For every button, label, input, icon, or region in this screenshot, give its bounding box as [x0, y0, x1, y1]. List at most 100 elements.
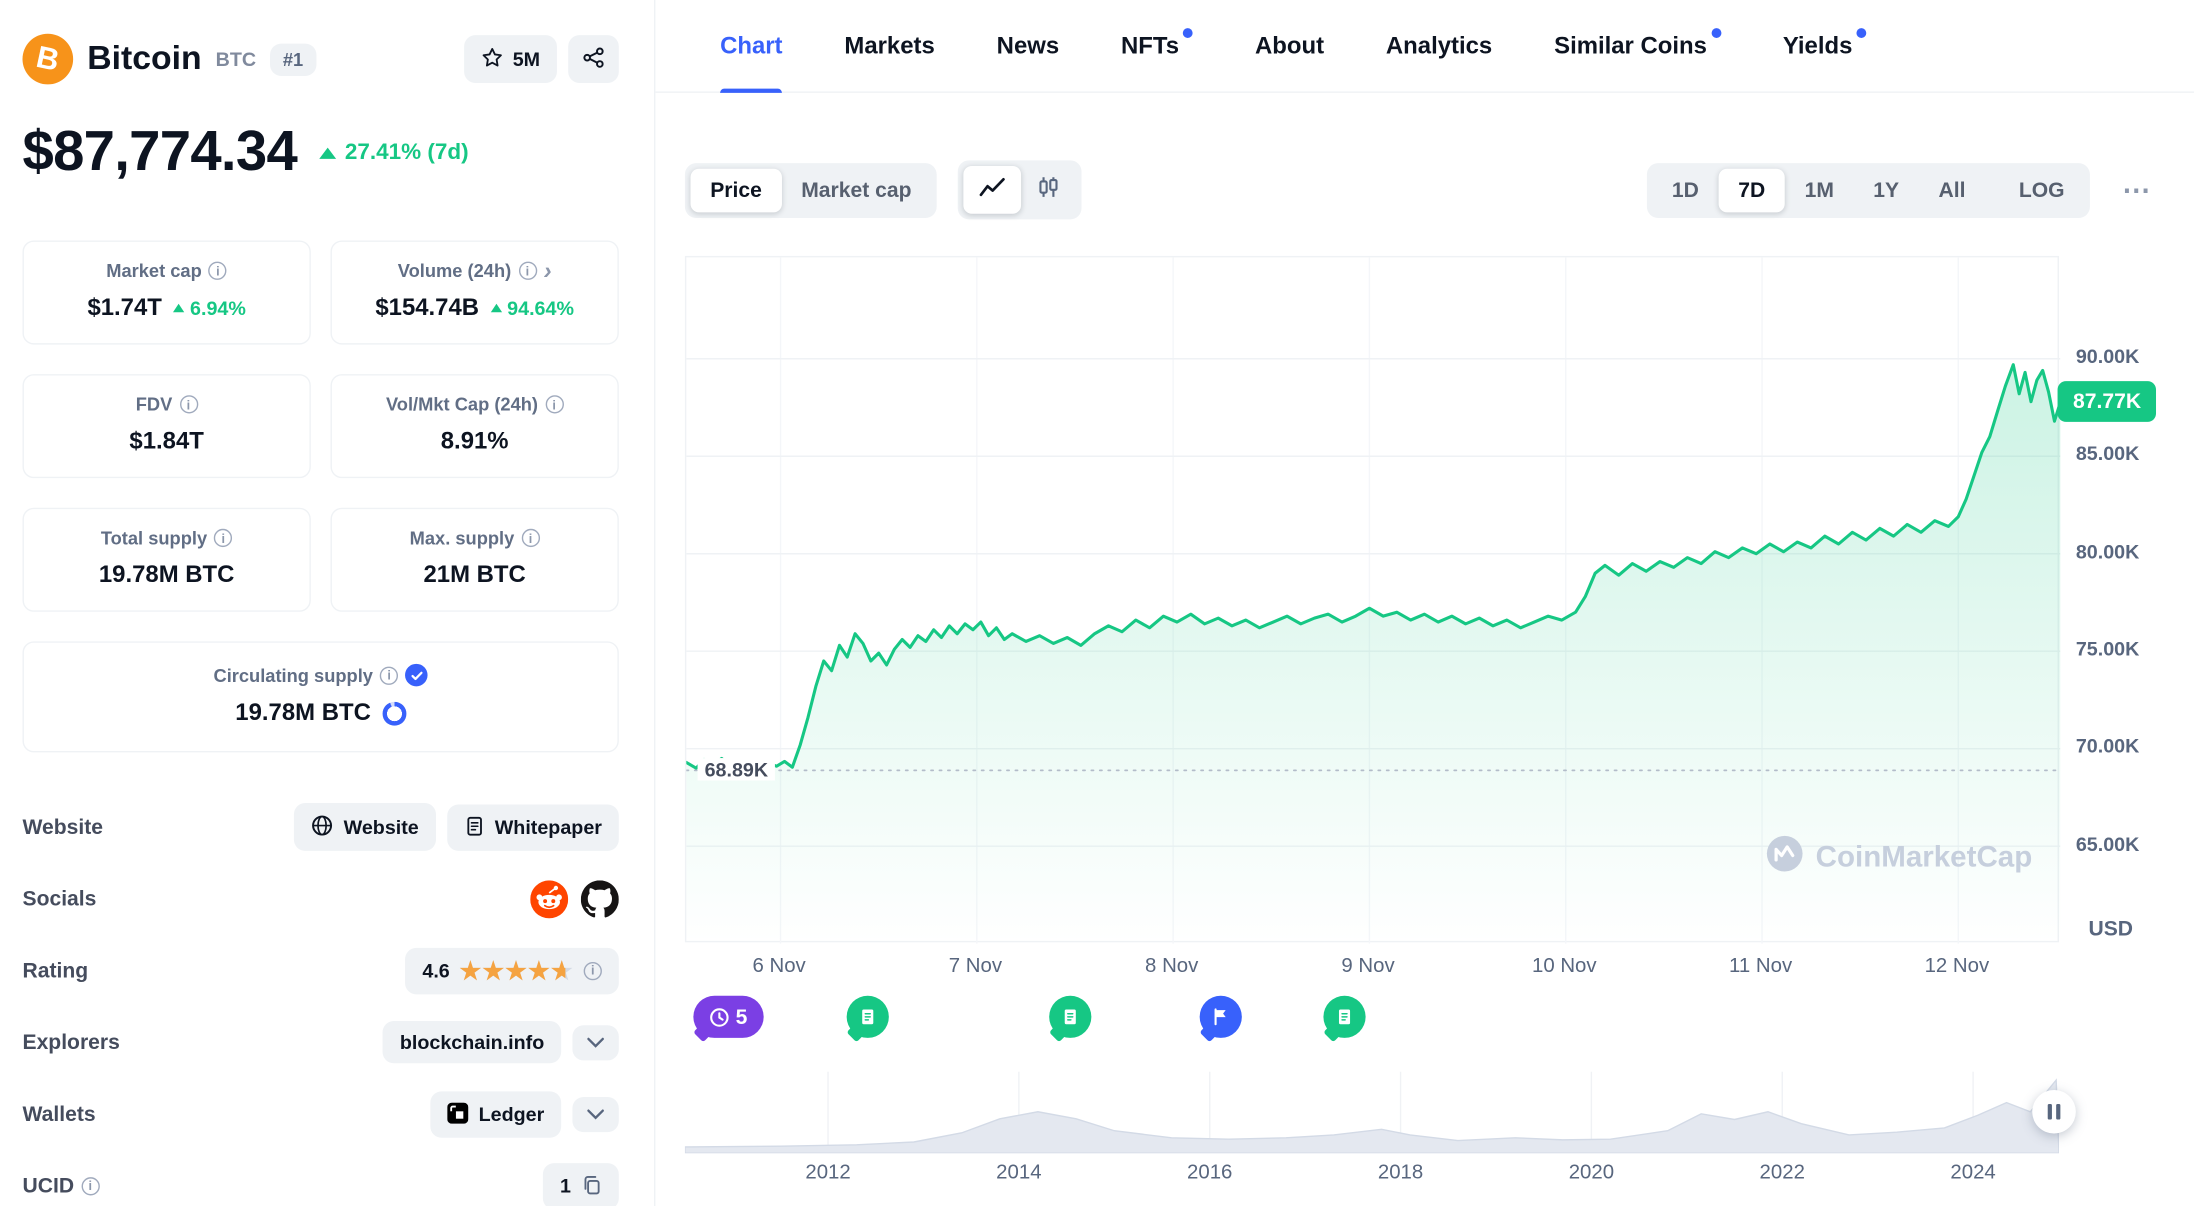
info-icon[interactable] — [214, 528, 233, 548]
watchlist-button[interactable]: 5M — [463, 35, 557, 83]
marketcap-toggle-button[interactable]: Market cap — [782, 168, 932, 212]
stat-card-fdv: FDV $1.84T — [22, 374, 311, 479]
wallet-ledger-button[interactable]: Ledger — [430, 1090, 562, 1138]
price-change: 27.41% (7d) — [319, 140, 469, 165]
coinmarketcap-watermark: CoinMarketCap — [1765, 834, 2032, 882]
coinmarketcap-logo-icon — [1765, 834, 1804, 882]
info-icon[interactable] — [583, 961, 602, 980]
explorers-dropdown-button[interactable] — [572, 1024, 619, 1060]
chevron-down-icon — [586, 1108, 604, 1121]
candlestick-toggle-button[interactable] — [1021, 166, 1076, 214]
log-scale-button[interactable]: LOG — [1999, 168, 2084, 212]
x-axis-label: 6 Nov — [752, 954, 806, 978]
coin-ticker: BTC — [215, 47, 257, 71]
rating-label: Rating — [22, 958, 89, 983]
y-axis-label: 75.00K — [2075, 637, 2140, 660]
range-all-button[interactable]: All — [1919, 168, 1985, 212]
line-chart-toggle-button[interactable] — [963, 165, 1022, 214]
coin-price: $87,774.34 — [22, 120, 298, 183]
price-line-chart — [686, 257, 2061, 944]
currency-label[interactable]: USD — [2088, 916, 2134, 941]
info-icon[interactable] — [380, 665, 399, 685]
year-axis-label: 2012 — [805, 1161, 851, 1185]
coin-info-rows: Website Website Whitepaper — [23, 800, 619, 1206]
share-button[interactable] — [568, 35, 619, 83]
event-marker-article[interactable] — [1048, 995, 1091, 1038]
bitcoin-logo-icon: B — [22, 33, 74, 85]
new-badge-dot — [1183, 28, 1194, 38]
reddit-icon[interactable] — [529, 879, 568, 918]
wallets-dropdown-button[interactable] — [572, 1096, 619, 1132]
verified-check-icon — [405, 663, 428, 687]
ucid-label: UCID — [23, 1174, 100, 1198]
history-minichart[interactable] — [684, 1071, 2076, 1154]
y-axis-label: 65.00K — [2075, 832, 2140, 855]
tab-chart[interactable]: Chart — [720, 0, 784, 93]
tab-about[interactable]: About — [1255, 0, 1324, 91]
price-row: $87,774.34 27.41% (7d) — [23, 121, 619, 184]
header-actions: 5M — [463, 35, 619, 83]
github-icon[interactable] — [579, 879, 619, 918]
supply-progress-ring — [382, 701, 407, 725]
ucid-copy-button[interactable]: 1 — [543, 1162, 619, 1206]
coin-header: B Bitcoin BTC #1 5M — [22, 33, 619, 85]
info-icon[interactable] — [545, 395, 564, 414]
range-1d-button[interactable]: 1D — [1652, 168, 1718, 212]
whitepaper-button[interactable]: Whitepaper — [446, 803, 619, 851]
stat-card-volume[interactable]: Volume (24h) $154.74B 94.64% — [330, 240, 619, 345]
star-rating-icon — [460, 958, 574, 982]
up-arrow-icon — [319, 146, 337, 159]
website-button[interactable]: Website — [294, 803, 436, 851]
current-price-badge: 87.77K — [2057, 381, 2157, 422]
event-marker-history[interactable]: 5 — [692, 995, 764, 1038]
info-icon[interactable] — [208, 261, 228, 280]
tab-similar-coins[interactable]: Similar Coins — [1554, 0, 1721, 91]
annotation-price-label: 68.89K — [697, 757, 776, 781]
tab-yields[interactable]: Yields — [1783, 0, 1867, 91]
watchlist-count: 5M — [512, 47, 541, 71]
explorer-link[interactable]: blockchain.info — [382, 1021, 562, 1064]
tab-nfts[interactable]: NFTs — [1121, 0, 1194, 91]
explorers-label: Explorers — [22, 1030, 120, 1055]
copy-icon — [581, 1174, 602, 1198]
rating-pill[interactable]: 4.6 — [405, 947, 619, 994]
tab-markets[interactable]: Markets — [844, 0, 934, 91]
range-7d-button[interactable]: 7D — [1718, 168, 1785, 212]
socials-row: Socials — [23, 872, 619, 925]
year-axis-label: 2020 — [1568, 1161, 1615, 1185]
y-axis-label: 70.00K — [2075, 734, 2140, 758]
event-marker-article[interactable] — [846, 995, 889, 1038]
chart-plot-area[interactable]: 68.89K CoinMarketCap — [684, 255, 2061, 944]
price-toggle-button[interactable]: Price — [690, 168, 782, 212]
chevron-down-icon — [586, 1036, 604, 1049]
info-icon[interactable] — [179, 395, 198, 414]
x-axis-label: 10 Nov — [1531, 954, 1597, 978]
globe-icon — [311, 814, 334, 839]
ucid-row: UCID 1 — [23, 1159, 619, 1206]
rating-row: Rating 4.6 — [23, 944, 619, 997]
year-axis-label: 2014 — [996, 1161, 1042, 1185]
candlestick-icon — [1037, 176, 1061, 204]
y-axis-label: 85.00K — [2075, 442, 2140, 465]
tab-news[interactable]: News — [997, 0, 1059, 91]
info-icon[interactable] — [521, 528, 540, 548]
stat-card-circulating-supply: Circulating supply 19.78M BTC — [22, 641, 619, 753]
pause-button[interactable] — [2032, 1089, 2076, 1134]
x-axis-label: 9 Nov — [1341, 954, 1395, 978]
y-axis-label: 80.00K — [2075, 539, 2140, 563]
new-badge-dot — [1711, 28, 1721, 38]
event-marker-article[interactable] — [1323, 995, 1366, 1038]
share-icon — [582, 46, 605, 71]
event-marker-flag[interactable] — [1199, 995, 1242, 1038]
x-axis-label: 8 Nov — [1145, 954, 1199, 978]
coin-sidebar: B Bitcoin BTC #1 5M $8 — [0, 0, 656, 1206]
new-badge-dot — [1856, 28, 1867, 38]
chart-type-toggle — [957, 160, 1082, 220]
more-options-button[interactable]: ⋯ — [2111, 167, 2163, 213]
tab-analytics[interactable]: Analytics — [1386, 0, 1492, 91]
range-1m-button[interactable]: 1M — [1785, 168, 1854, 212]
info-icon[interactable] — [518, 261, 537, 280]
ledger-icon — [447, 1101, 469, 1126]
range-1y-button[interactable]: 1Y — [1854, 168, 1919, 212]
info-icon[interactable] — [81, 1176, 100, 1195]
